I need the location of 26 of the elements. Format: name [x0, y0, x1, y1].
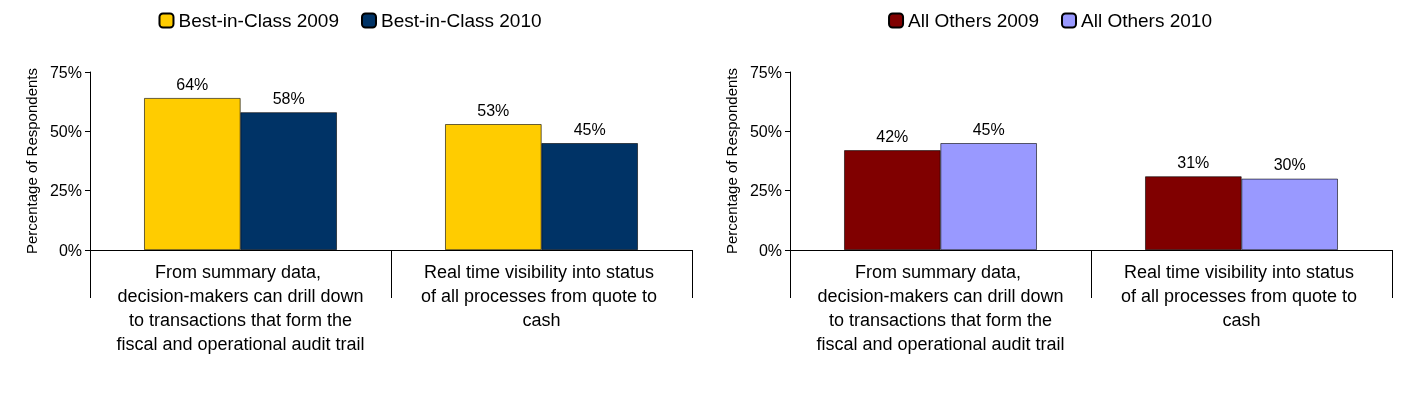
- y-tick-label: 0%: [58, 241, 82, 259]
- legend-label: All Others 2009: [908, 10, 1040, 31]
- y-tick-label: 25%: [49, 182, 82, 200]
- x-tick-label: From summary data, decision-makers can drill down to transactions that form the fiscal and operational audit trail: [116, 262, 365, 354]
- y-axis-title: Percentage of Respondents: [723, 68, 741, 254]
- x-tick-label: Real time visibility into status of all processes from quote to cash: [420, 262, 663, 330]
- y-tick-label: 50%: [49, 122, 82, 140]
- data-label: 30%: [1273, 156, 1306, 174]
- data-label: 58%: [272, 89, 305, 107]
- data-label: 45%: [972, 120, 1005, 138]
- y-tick-label: 0%: [758, 241, 782, 259]
- y-tick-label: 75%: [749, 63, 782, 81]
- y-axis-title: Percentage of Respondents: [23, 68, 41, 254]
- y-tick-label: 50%: [749, 122, 782, 140]
- legend-label: Best-in-Class 2010: [381, 10, 542, 31]
- y-tick-label: 25%: [749, 182, 782, 200]
- data-label: 64%: [176, 75, 209, 93]
- data-label: 42%: [876, 127, 909, 145]
- x-tick-label: Real time visibility into status of all processes from quote to cash: [1120, 262, 1363, 330]
- legend-label: All Others 2010: [1081, 10, 1212, 31]
- data-label: 53%: [477, 101, 510, 119]
- legend-label: Best-in-Class 2009: [178, 10, 340, 31]
- data-label: 31%: [1177, 153, 1210, 171]
- y-tick-label: 75%: [49, 63, 82, 81]
- data-label: 45%: [573, 120, 606, 138]
- x-tick-label: From summary data, decision-makers can drill down to transactions that form the fiscal and operational audit trail: [816, 262, 1065, 354]
